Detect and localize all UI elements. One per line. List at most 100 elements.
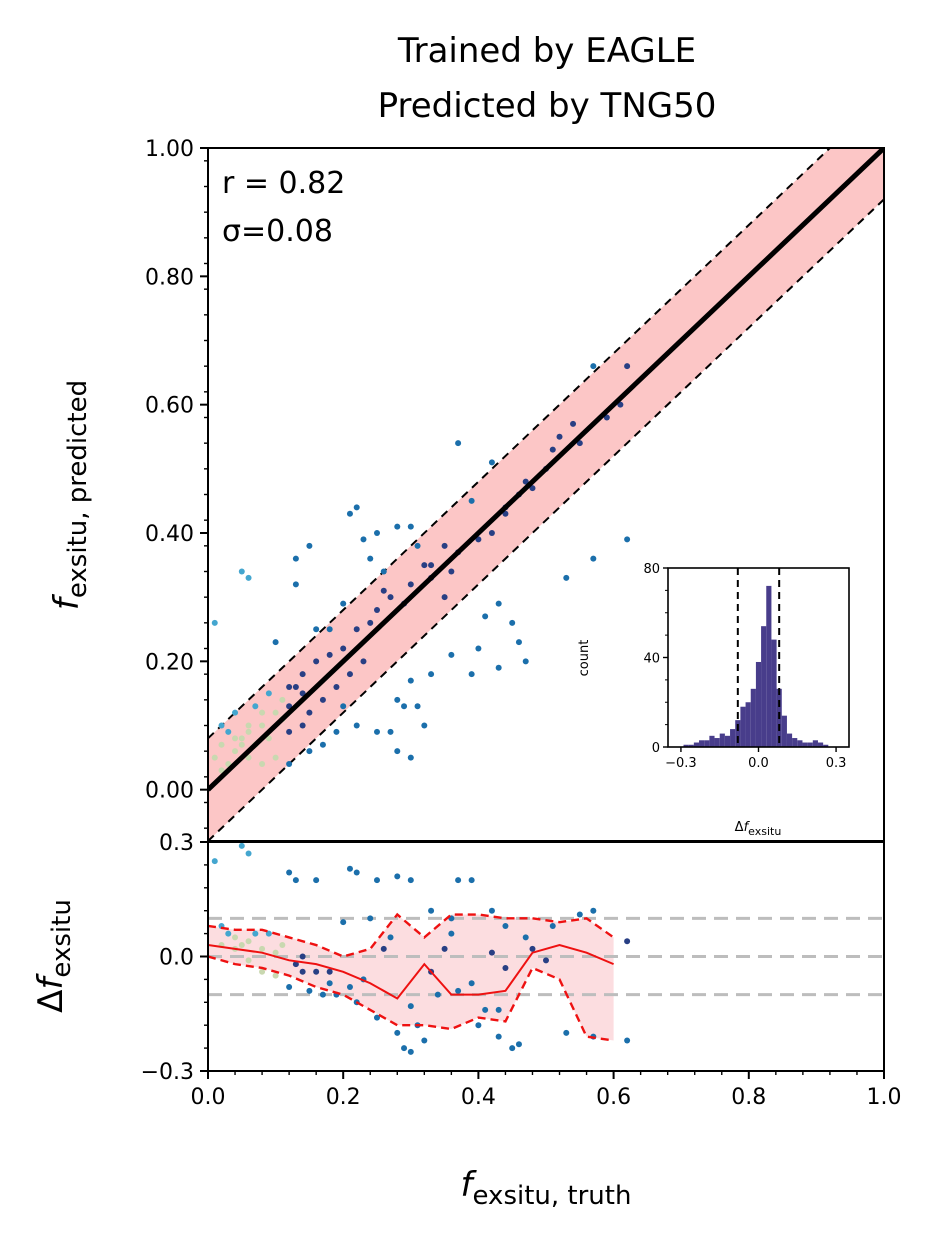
residual-point	[245, 850, 252, 857]
scatter-point	[380, 568, 387, 575]
inset-histogram: 0 40 80 −0.3 0.0 0.3 count Δfexsitu	[577, 562, 850, 838]
inset-x-label: Δfexsitu	[735, 820, 782, 838]
scatter-point	[225, 728, 232, 735]
median-line	[208, 944, 614, 1000]
residual-point	[245, 938, 252, 945]
scatter-point	[502, 510, 509, 517]
scatter-point	[624, 536, 631, 543]
scatter-point	[394, 523, 401, 530]
residual-point	[407, 1003, 414, 1010]
y-tick-label: 0.00	[145, 779, 194, 804]
scatter-point	[326, 626, 333, 633]
scatter-point	[441, 542, 448, 549]
scatter-point	[306, 709, 313, 716]
residual-point	[238, 942, 245, 949]
scatter-point	[394, 696, 401, 703]
scatter-point	[211, 754, 218, 761]
main-y-ticks: 0.00 0.20 0.40 0.60 0.80 1.00	[145, 137, 208, 829]
scatter-point	[448, 568, 455, 575]
scatter-point	[360, 536, 367, 543]
x-tick-label: 0.2	[326, 1085, 361, 1110]
scatter-point	[272, 754, 279, 761]
residual-point	[238, 842, 245, 849]
residual-point	[624, 938, 631, 945]
scatter-point	[238, 741, 245, 748]
main-scatter-panel: 0.000.200.400.600.801.00 r = 0.82 σ=0.08…	[47, 137, 885, 842]
scatter-point	[245, 574, 252, 581]
residual-point	[367, 915, 374, 922]
residual-point	[488, 949, 495, 956]
residual-point	[509, 1045, 516, 1052]
scatter-point	[563, 574, 570, 581]
svg-text:Δfexsitu: Δfexsitu	[31, 899, 77, 1013]
residual-point	[563, 1029, 570, 1036]
scatter-point	[522, 658, 529, 665]
scatter-point	[374, 530, 380, 536]
main-y-axis-label: fexsitu, predicted	[47, 380, 93, 610]
residual-point	[299, 968, 306, 975]
residual-point	[245, 957, 252, 964]
residual-scatter-points	[211, 842, 631, 1055]
residual-point	[495, 1006, 502, 1013]
upper-dashed-line	[208, 148, 832, 740]
scatter-point	[394, 748, 401, 755]
residual-point	[232, 934, 239, 941]
inset-x-tick-label: 0.3	[826, 756, 847, 771]
scatter-point	[374, 728, 380, 735]
scatter-point	[421, 562, 428, 569]
scatter-point	[319, 741, 326, 748]
scatter-point	[306, 748, 313, 755]
scatter-point	[279, 696, 286, 703]
residual-point	[455, 987, 462, 994]
lower-dashed-line	[208, 198, 884, 841]
residual-point	[265, 930, 272, 937]
scatter-point	[313, 658, 320, 665]
scatter-point	[340, 645, 347, 652]
scatter-point	[617, 401, 624, 408]
residual-point	[576, 911, 583, 918]
scatter-point	[259, 709, 266, 716]
residual-point	[259, 945, 266, 952]
residual-point	[259, 968, 266, 975]
scatter-point	[603, 414, 610, 421]
scatter-point	[259, 761, 266, 767]
scatter-point	[407, 677, 414, 684]
scatter-point	[509, 619, 516, 626]
scatter-point	[292, 684, 299, 690]
residual-point	[380, 945, 387, 952]
histogram-bar	[807, 742, 813, 747]
residual-point	[434, 991, 441, 998]
inset-ticks: 0 40 80 −0.3 0.0 0.3	[643, 562, 846, 771]
residual-point	[515, 1041, 522, 1048]
histogram-bar	[771, 639, 777, 747]
ylabel-main-subscript: exsitu, predicted	[63, 380, 93, 598]
residual-point	[529, 945, 536, 952]
residual-point	[313, 968, 320, 975]
scatter-point	[306, 542, 313, 549]
scatter-point	[590, 363, 597, 370]
residual-point	[299, 953, 306, 960]
residual-y-tick-label: 0.3	[159, 831, 194, 856]
scatter-point	[421, 722, 428, 729]
inset-y-tick-label: 80	[643, 562, 660, 577]
residual-ticks: −0.30.00.30.0 0.2 0.4 0.6 0.8 1.0	[141, 831, 902, 1110]
scatter-point	[232, 748, 239, 755]
histogram-bar	[786, 733, 793, 747]
histogram-bar	[755, 661, 762, 747]
scatter-point	[313, 626, 320, 633]
x-tick-label: 1.0	[867, 1085, 902, 1110]
residual-y-tick-label: 0.0	[159, 946, 194, 971]
residual-point	[346, 865, 353, 872]
residual-point	[225, 930, 232, 937]
scatter-point	[326, 651, 333, 658]
histogram-bar	[745, 702, 751, 747]
histogram-bar	[719, 733, 725, 747]
residual-point	[292, 877, 299, 884]
scatter-point	[299, 690, 306, 697]
x-tick-label: 0.6	[596, 1085, 631, 1110]
scatter-point	[232, 709, 239, 716]
scatter-point	[265, 735, 272, 742]
residual-point	[407, 877, 414, 884]
upper-percentile-line	[208, 912, 615, 958]
annotation-sigma: σ=0.08	[222, 214, 333, 249]
